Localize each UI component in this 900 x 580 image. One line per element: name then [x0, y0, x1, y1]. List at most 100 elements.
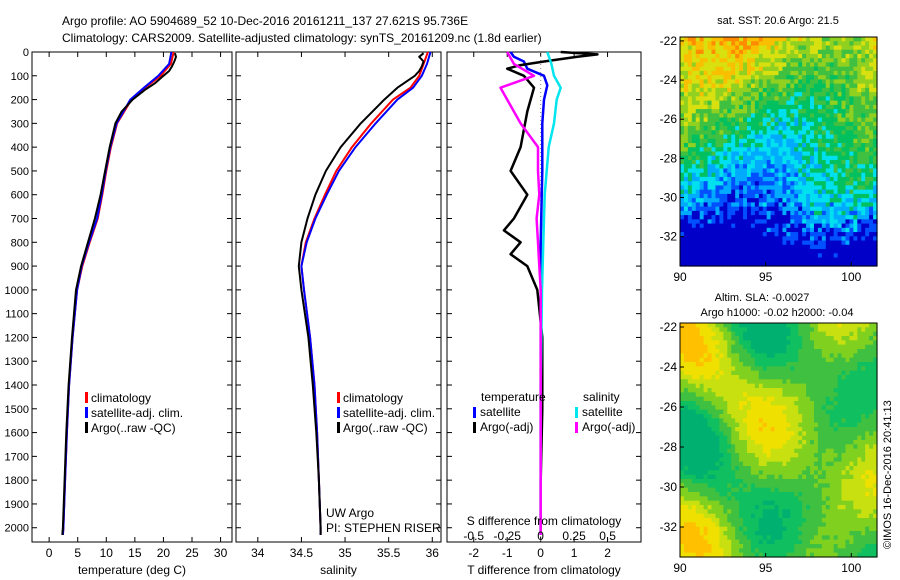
map-cell — [746, 176, 752, 182]
map-cell — [727, 249, 732, 254]
map-cell — [699, 257, 705, 263]
map-cell — [750, 370, 756, 376]
map-cell — [869, 362, 874, 367]
map-cell — [837, 370, 843, 376]
map-cell — [731, 215, 736, 220]
map-cell — [754, 66, 760, 72]
map-cell — [817, 327, 823, 333]
map-cell — [829, 331, 835, 337]
map-cell — [770, 405, 776, 411]
map-cell — [853, 219, 858, 225]
map-cell — [786, 227, 791, 233]
map-cell — [723, 130, 728, 136]
map-cell — [739, 257, 744, 263]
map-cell — [857, 388, 862, 393]
map-cell — [707, 113, 713, 119]
map-cell — [853, 96, 858, 102]
map-cell — [770, 206, 776, 212]
map-cell — [817, 396, 823, 402]
map-cell — [829, 492, 835, 497]
map-cell — [794, 219, 799, 225]
map-cell — [853, 185, 858, 191]
map-cell — [857, 396, 862, 402]
map-cell — [865, 379, 870, 385]
map-cell — [731, 121, 736, 127]
map-cell — [762, 414, 768, 419]
map-cell — [861, 126, 866, 131]
map-cell — [727, 409, 732, 415]
map-cell — [727, 219, 732, 225]
map-cell — [727, 336, 732, 341]
map-cell — [774, 130, 780, 136]
map-cell — [703, 159, 709, 165]
map-cell — [770, 362, 776, 367]
map-cell — [691, 92, 697, 97]
map-cell — [778, 362, 784, 367]
map-cell — [766, 130, 772, 136]
map-cell — [691, 147, 697, 153]
map-cell — [869, 181, 874, 187]
map-cell — [810, 379, 815, 385]
x-tick-label: 2 — [604, 546, 611, 560]
map-cell — [774, 448, 780, 454]
map-cell — [798, 340, 803, 346]
map-cell — [680, 492, 685, 497]
map-cell — [861, 37, 866, 42]
map-cell — [810, 431, 815, 437]
map-cell — [699, 100, 705, 106]
map-cell — [821, 409, 827, 415]
map-cell — [731, 37, 736, 42]
map-cell — [683, 193, 689, 199]
map-cell — [806, 100, 811, 106]
map-cell — [762, 440, 768, 445]
map-cell — [798, 253, 803, 259]
map-cell — [802, 189, 807, 195]
map-cell — [739, 236, 744, 242]
map-cell — [754, 327, 760, 333]
map-cell — [711, 181, 717, 187]
map-cell — [727, 370, 732, 376]
map-cell — [786, 344, 791, 350]
map-cell — [691, 172, 697, 178]
map-cell — [857, 336, 862, 341]
map-cell — [802, 83, 807, 89]
figure-title-line1: Argo profile: AO 5904689_52 10-Dec-2016 … — [62, 14, 468, 28]
map-cell — [719, 138, 724, 144]
map-cell — [778, 375, 784, 380]
map-cell — [778, 257, 784, 263]
map-cell — [802, 198, 807, 203]
map-cell — [786, 448, 791, 454]
map-cell — [707, 151, 713, 157]
map-cell — [703, 75, 709, 81]
map-cell — [873, 121, 878, 127]
map-cell — [715, 206, 720, 212]
map-cell — [798, 440, 803, 445]
map-cell — [806, 189, 811, 195]
map-cell — [707, 453, 713, 458]
map-cell — [731, 159, 736, 165]
map-cell — [680, 79, 685, 85]
map-cell — [853, 155, 858, 161]
map-cell — [750, 92, 756, 97]
map-cell — [778, 41, 784, 47]
map-cell — [841, 362, 847, 367]
map-cell — [837, 483, 843, 489]
map-cell — [857, 483, 862, 489]
map-cell — [853, 418, 858, 424]
map-cell — [837, 323, 843, 328]
map-cell — [873, 37, 878, 42]
map-cell — [766, 100, 772, 106]
map-cell — [735, 353, 740, 359]
map-cell — [833, 257, 839, 263]
map-cell — [794, 405, 799, 411]
map-cell — [762, 422, 768, 428]
map-cell — [762, 49, 768, 55]
map-cell — [691, 431, 697, 437]
legend-swatch — [575, 407, 578, 418]
map-cell — [691, 249, 697, 254]
map-cell — [782, 92, 787, 97]
map-cell — [849, 232, 854, 237]
map-cell — [873, 164, 878, 170]
map-cell — [798, 427, 803, 432]
map-cell — [766, 414, 772, 419]
